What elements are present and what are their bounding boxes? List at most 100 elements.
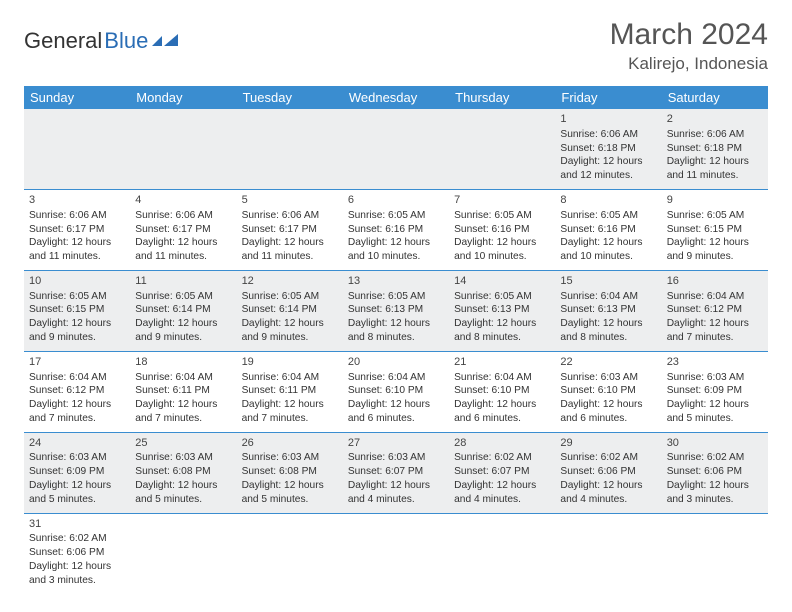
sunrise-line: Sunrise: 6:03 AM [29, 451, 125, 465]
sunset-line: Sunset: 6:14 PM [135, 303, 231, 317]
calendar-cell: 31Sunrise: 6:02 AMSunset: 6:06 PMDayligh… [24, 513, 130, 593]
daylight-line: Daylight: 12 hours and 10 minutes. [560, 236, 656, 264]
day-number: 18 [135, 355, 231, 370]
calendar-cell [449, 109, 555, 189]
calendar-cell: 29Sunrise: 6:02 AMSunset: 6:06 PMDayligh… [555, 432, 661, 513]
sunrise-line: Sunrise: 6:06 AM [667, 128, 763, 142]
daylight-line: Daylight: 12 hours and 8 minutes. [560, 317, 656, 345]
sunset-line: Sunset: 6:16 PM [560, 223, 656, 237]
day-number: 30 [667, 436, 763, 451]
sunset-line: Sunset: 6:11 PM [242, 384, 338, 398]
weekday-header: Friday [555, 86, 661, 109]
sunset-line: Sunset: 6:17 PM [135, 223, 231, 237]
calendar-cell: 22Sunrise: 6:03 AMSunset: 6:10 PMDayligh… [555, 351, 661, 432]
sunset-line: Sunset: 6:14 PM [242, 303, 338, 317]
sunset-line: Sunset: 6:09 PM [29, 465, 125, 479]
sunset-line: Sunset: 6:06 PM [560, 465, 656, 479]
daylight-line: Daylight: 12 hours and 6 minutes. [454, 398, 550, 426]
sunset-line: Sunset: 6:08 PM [135, 465, 231, 479]
daylight-line: Daylight: 12 hours and 4 minutes. [454, 479, 550, 507]
sunrise-line: Sunrise: 6:02 AM [29, 532, 125, 546]
sunrise-line: Sunrise: 6:05 AM [29, 290, 125, 304]
sunrise-line: Sunrise: 6:04 AM [242, 371, 338, 385]
calendar-cell: 2Sunrise: 6:06 AMSunset: 6:18 PMDaylight… [662, 109, 768, 189]
daylight-line: Daylight: 12 hours and 9 minutes. [29, 317, 125, 345]
calendar-cell [130, 109, 236, 189]
day-number: 26 [242, 436, 338, 451]
daylight-line: Daylight: 12 hours and 8 minutes. [348, 317, 444, 345]
calendar-cell: 3Sunrise: 6:06 AMSunset: 6:17 PMDaylight… [24, 189, 130, 270]
weekday-header: Saturday [662, 86, 768, 109]
calendar-cell [237, 513, 343, 593]
sunrise-line: Sunrise: 6:05 AM [348, 290, 444, 304]
calendar-cell: 7Sunrise: 6:05 AMSunset: 6:16 PMDaylight… [449, 189, 555, 270]
calendar-cell: 25Sunrise: 6:03 AMSunset: 6:08 PMDayligh… [130, 432, 236, 513]
calendar-body: 1Sunrise: 6:06 AMSunset: 6:18 PMDaylight… [24, 109, 768, 593]
sunrise-line: Sunrise: 6:04 AM [667, 290, 763, 304]
day-number: 16 [667, 274, 763, 289]
sunset-line: Sunset: 6:12 PM [29, 384, 125, 398]
sunset-line: Sunset: 6:13 PM [454, 303, 550, 317]
daylight-line: Daylight: 12 hours and 12 minutes. [560, 155, 656, 183]
sunset-line: Sunset: 6:17 PM [242, 223, 338, 237]
sunrise-line: Sunrise: 6:05 AM [242, 290, 338, 304]
logo: GeneralBlue [24, 28, 180, 54]
daylight-line: Daylight: 12 hours and 10 minutes. [348, 236, 444, 264]
sunrise-line: Sunrise: 6:03 AM [560, 371, 656, 385]
day-number: 31 [29, 517, 125, 532]
day-number: 29 [560, 436, 656, 451]
day-number: 11 [135, 274, 231, 289]
logo-text-blue: Blue [104, 28, 148, 54]
sunrise-line: Sunrise: 6:02 AM [667, 451, 763, 465]
daylight-line: Daylight: 12 hours and 3 minutes. [29, 560, 125, 588]
calendar-table: Sunday Monday Tuesday Wednesday Thursday… [24, 86, 768, 593]
weekday-header: Wednesday [343, 86, 449, 109]
sunrise-line: Sunrise: 6:04 AM [348, 371, 444, 385]
sunrise-line: Sunrise: 6:06 AM [560, 128, 656, 142]
sunrise-line: Sunrise: 6:05 AM [454, 290, 550, 304]
daylight-line: Daylight: 12 hours and 8 minutes. [454, 317, 550, 345]
calendar-cell: 6Sunrise: 6:05 AMSunset: 6:16 PMDaylight… [343, 189, 449, 270]
day-number: 22 [560, 355, 656, 370]
day-number: 21 [454, 355, 550, 370]
calendar-cell: 24Sunrise: 6:03 AMSunset: 6:09 PMDayligh… [24, 432, 130, 513]
daylight-line: Daylight: 12 hours and 7 minutes. [242, 398, 338, 426]
day-number: 7 [454, 193, 550, 208]
daylight-line: Daylight: 12 hours and 11 minutes. [135, 236, 231, 264]
day-number: 12 [242, 274, 338, 289]
calendar-cell [449, 513, 555, 593]
day-number: 1 [560, 112, 656, 127]
sunset-line: Sunset: 6:18 PM [560, 142, 656, 156]
daylight-line: Daylight: 12 hours and 5 minutes. [667, 398, 763, 426]
sunrise-line: Sunrise: 6:04 AM [135, 371, 231, 385]
sunrise-line: Sunrise: 6:04 AM [454, 371, 550, 385]
calendar-cell: 13Sunrise: 6:05 AMSunset: 6:13 PMDayligh… [343, 270, 449, 351]
sunrise-line: Sunrise: 6:03 AM [348, 451, 444, 465]
day-number: 4 [135, 193, 231, 208]
calendar-cell: 21Sunrise: 6:04 AMSunset: 6:10 PMDayligh… [449, 351, 555, 432]
weekday-header-row: Sunday Monday Tuesday Wednesday Thursday… [24, 86, 768, 109]
header: GeneralBlue March 2024 Kalirejo, Indones… [24, 18, 768, 74]
month-title: March 2024 [610, 18, 768, 52]
daylight-line: Daylight: 12 hours and 9 minutes. [667, 236, 763, 264]
day-number: 14 [454, 274, 550, 289]
calendar-cell: 27Sunrise: 6:03 AMSunset: 6:07 PMDayligh… [343, 432, 449, 513]
calendar-cell: 18Sunrise: 6:04 AMSunset: 6:11 PMDayligh… [130, 351, 236, 432]
sunset-line: Sunset: 6:15 PM [667, 223, 763, 237]
day-number: 23 [667, 355, 763, 370]
sunset-line: Sunset: 6:07 PM [348, 465, 444, 479]
weekday-header: Tuesday [237, 86, 343, 109]
daylight-line: Daylight: 12 hours and 7 minutes. [135, 398, 231, 426]
sunrise-line: Sunrise: 6:05 AM [667, 209, 763, 223]
calendar-cell: 10Sunrise: 6:05 AMSunset: 6:15 PMDayligh… [24, 270, 130, 351]
calendar-cell: 11Sunrise: 6:05 AMSunset: 6:14 PMDayligh… [130, 270, 236, 351]
daylight-line: Daylight: 12 hours and 3 minutes. [667, 479, 763, 507]
sunrise-line: Sunrise: 6:05 AM [560, 209, 656, 223]
daylight-line: Daylight: 12 hours and 11 minutes. [242, 236, 338, 264]
daylight-line: Daylight: 12 hours and 4 minutes. [560, 479, 656, 507]
weekday-header: Sunday [24, 86, 130, 109]
daylight-line: Daylight: 12 hours and 9 minutes. [135, 317, 231, 345]
sunrise-line: Sunrise: 6:03 AM [135, 451, 231, 465]
calendar-cell [343, 513, 449, 593]
location: Kalirejo, Indonesia [610, 54, 768, 74]
